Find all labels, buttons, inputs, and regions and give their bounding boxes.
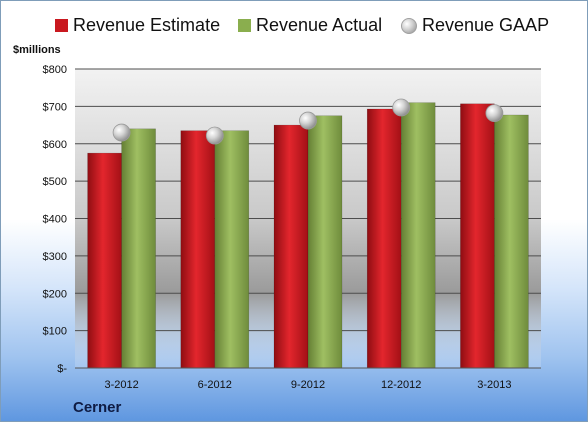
x-tick-label: 6-2012 (198, 379, 232, 391)
gaap-markers (112, 98, 504, 145)
bar-estimate (180, 130, 216, 369)
legend-item-actual: Revenue Actual (238, 15, 382, 36)
legend-marker-gaap (401, 17, 417, 34)
x-axis-ticks: 3-2012 6-2012 9-2012 12-2012 3-2013 (104, 379, 511, 391)
gaap-marker (392, 98, 411, 117)
gaap-marker (485, 104, 504, 123)
y-tick-label: $700 (43, 101, 67, 113)
y-tick-label: $800 (43, 64, 67, 76)
bar-actual (307, 115, 343, 369)
bar-estimate (366, 108, 402, 369)
legend: Revenue Estimate Revenue Actual Revenue … (1, 15, 587, 43)
y-axis-ticks: $- $100 $200 $300 $400 $500 $600 $700 $800 (43, 64, 68, 375)
bars (87, 102, 529, 369)
legend-swatch-actual (238, 19, 251, 32)
legend-label-gaap: Revenue GAAP (422, 15, 550, 35)
y-tick-label: $- (57, 363, 67, 375)
bar-actual (214, 130, 250, 369)
y-tick-label: $300 (43, 251, 67, 263)
bar-estimate (460, 103, 495, 369)
y-tick-label: $600 (43, 139, 67, 151)
bar-actual (121, 128, 156, 369)
x-tick-label: 3-2013 (477, 379, 511, 391)
units-label: $millions (13, 44, 61, 56)
x-tick-label: 3-2012 (104, 379, 138, 391)
legend-label-actual: Revenue Actual (256, 15, 383, 35)
bar-actual (494, 114, 529, 369)
y-tick-label: $100 (43, 326, 67, 338)
legend-item-estimate: Revenue Estimate (55, 15, 220, 36)
x-tick-label: 12-2012 (381, 379, 421, 391)
legend-item-gaap: Revenue GAAP (401, 15, 549, 36)
y-tick-label: $200 (43, 288, 67, 300)
gaap-marker (205, 126, 224, 145)
bar-estimate (273, 124, 309, 369)
gaap-marker (299, 111, 317, 130)
legend-swatch-estimate (55, 19, 68, 32)
x-tick-label: 9-2012 (291, 379, 325, 391)
y-tick-label: $500 (43, 176, 67, 188)
legend-label-estimate: Revenue Estimate (73, 15, 221, 35)
bar-estimate (87, 152, 122, 369)
bar-actual (400, 102, 436, 369)
gaap-marker (112, 123, 131, 142)
y-tick-label: $400 (43, 214, 67, 226)
company-label: Cerner (73, 399, 122, 416)
